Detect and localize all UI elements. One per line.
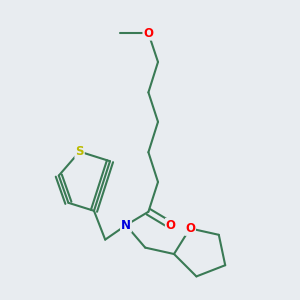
Text: N: N (121, 219, 131, 232)
Text: O: O (143, 27, 153, 40)
Text: O: O (185, 222, 195, 235)
Text: S: S (75, 145, 84, 158)
Text: O: O (166, 219, 176, 232)
